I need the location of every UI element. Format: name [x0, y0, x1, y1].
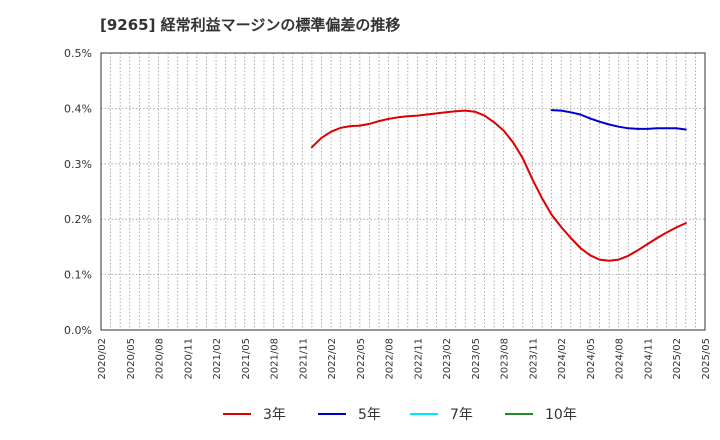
- plot-area: [101, 53, 705, 330]
- y-tick-label: 0.1%: [64, 269, 92, 282]
- x-tick-label: 2023/02: [442, 338, 453, 380]
- x-tick-label: 2024/05: [586, 338, 597, 380]
- x-tick-label: 2022/02: [327, 338, 338, 380]
- y-tick-label: 0.5%: [64, 47, 92, 60]
- legend-label-3: 7年: [450, 407, 473, 423]
- x-tick-label: 2022/11: [413, 338, 424, 380]
- y-tick-label: 0.3%: [64, 158, 92, 171]
- x-tick-label: 2023/05: [471, 338, 482, 380]
- x-tick-label: 2021/08: [270, 338, 281, 380]
- x-tick-label: 2022/05: [356, 338, 367, 380]
- x-tick-label: 2024/11: [643, 338, 654, 380]
- legend-label-4: 10年: [545, 407, 577, 423]
- x-tick-label: 2020/11: [183, 338, 194, 380]
- x-tick-label: 2024/02: [557, 338, 568, 380]
- x-tick-label: 2020/02: [97, 338, 108, 380]
- legend-label-1: 3年: [263, 407, 286, 423]
- x-tick-label: 2021/02: [212, 338, 223, 380]
- y-tick-label: 0.2%: [64, 213, 92, 226]
- y-tick-label: 0.0%: [64, 324, 92, 337]
- x-tick-label: 2022/08: [385, 338, 396, 380]
- x-tick-label: 2023/11: [528, 338, 539, 380]
- chart-title: [9265] 経常利益マージンの標準偏差の推移: [100, 16, 401, 34]
- x-tick-label: 2024/08: [615, 338, 626, 380]
- series-line-2: [550, 109, 687, 131]
- x-tick-label: 2020/08: [155, 338, 166, 380]
- x-tick-label: 2020/05: [126, 338, 137, 380]
- x-tick-label: 2025/05: [701, 338, 712, 380]
- legend-label-2: 5年: [358, 407, 381, 423]
- x-tick-label: 2023/08: [500, 338, 511, 380]
- series-line-1: [310, 109, 687, 262]
- plot-frame: [100, 52, 706, 331]
- x-tick-label: 2021/05: [241, 338, 252, 380]
- y-tick-label: 0.4%: [64, 102, 92, 115]
- x-tick-label: 2021/11: [298, 338, 309, 380]
- x-tick-label: 2025/02: [672, 338, 683, 380]
